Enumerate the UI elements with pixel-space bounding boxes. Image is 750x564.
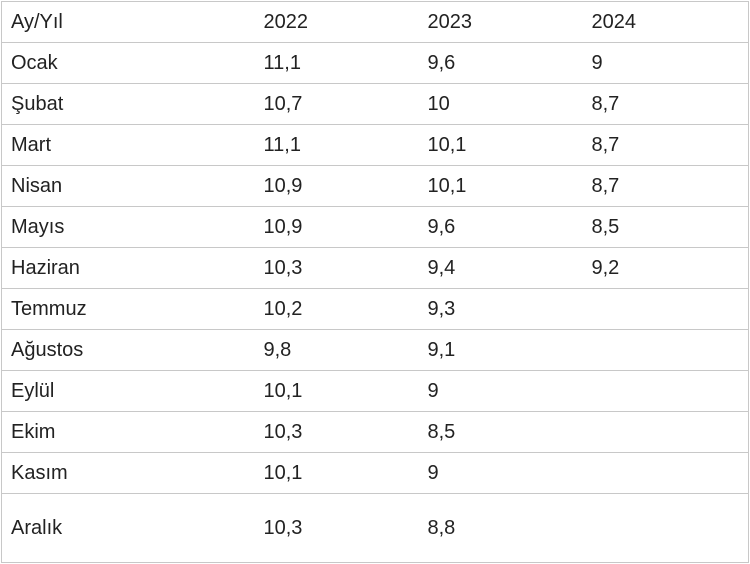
table-row: Ağustos 9,8 9,1 (1, 329, 749, 371)
value-2022-cell: 10,9 (254, 165, 419, 207)
value-2022-cell: 10,3 (254, 247, 419, 289)
month-cell: Aralık (1, 493, 255, 563)
value-2022-cell: 10,1 (254, 370, 419, 412)
month-cell: Haziran (1, 247, 255, 289)
table-row: Mayıs 10,9 9,6 8,5 (1, 206, 749, 248)
header-row: Ay/Yıl 2022 2023 2024 (1, 1, 749, 43)
month-cell: Ocak (1, 42, 255, 84)
month-cell: Ekim (1, 411, 255, 453)
table-row: Şubat 10,7 10 8,7 (1, 83, 749, 125)
value-2024-cell (582, 452, 749, 494)
value-2022-cell: 10,9 (254, 206, 419, 248)
header-2022: 2022 (254, 1, 419, 43)
value-2022-cell: 10,2 (254, 288, 419, 330)
month-cell: Eylül (1, 370, 255, 412)
month-cell: Mayıs (1, 206, 255, 248)
table-row: Nisan 10,9 10,1 8,7 (1, 165, 749, 207)
value-2024-cell: 8,7 (582, 124, 749, 166)
value-2024-cell (582, 370, 749, 412)
value-2022-cell: 10,3 (254, 411, 419, 453)
value-2024-cell: 9,2 (582, 247, 749, 289)
value-2023-cell: 9 (418, 452, 583, 494)
month-cell: Kasım (1, 452, 255, 494)
value-2023-cell: 9,6 (418, 42, 583, 84)
value-2023-cell: 9,1 (418, 329, 583, 371)
value-2023-cell: 9,3 (418, 288, 583, 330)
value-2024-cell (582, 329, 749, 371)
table-row: Mart 11,1 10,1 8,7 (1, 124, 749, 166)
table-row: Temmuz 10,2 9,3 (1, 288, 749, 330)
value-2022-cell: 11,1 (254, 42, 419, 84)
value-2023-cell: 10 (418, 83, 583, 125)
month-cell: Nisan (1, 165, 255, 207)
table-row: Ocak 11,1 9,6 9 (1, 42, 749, 84)
table-row: Ekim 10,3 8,5 (1, 411, 749, 453)
value-2024-cell: 8,5 (582, 206, 749, 248)
table-row: Eylül 10,1 9 (1, 370, 749, 412)
value-2022-cell: 10,1 (254, 452, 419, 494)
table-body: Ocak 11,1 9,6 9 Şubat 10,7 10 8,7 Mart 1… (1, 42, 749, 563)
value-2023-cell: 9,6 (418, 206, 583, 248)
header-2023: 2023 (418, 1, 583, 43)
value-2023-cell: 8,8 (418, 493, 583, 563)
month-cell: Temmuz (1, 288, 255, 330)
value-2023-cell: 9 (418, 370, 583, 412)
value-2022-cell: 9,8 (254, 329, 419, 371)
header-month-year: Ay/Yıl (1, 1, 255, 43)
value-2022-cell: 10,7 (254, 83, 419, 125)
month-cell: Mart (1, 124, 255, 166)
table-row: Aralık 10,3 8,8 (1, 493, 749, 563)
value-2022-cell: 10,3 (254, 493, 419, 563)
value-2023-cell: 9,4 (418, 247, 583, 289)
table-row: Kasım 10,1 9 (1, 452, 749, 494)
table-row: Haziran 10,3 9,4 9,2 (1, 247, 749, 289)
value-2022-cell: 11,1 (254, 124, 419, 166)
value-2023-cell: 10,1 (418, 124, 583, 166)
value-2024-cell (582, 411, 749, 453)
month-cell: Şubat (1, 83, 255, 125)
value-2024-cell: 8,7 (582, 83, 749, 125)
header-2024: 2024 (582, 1, 749, 43)
value-2024-cell (582, 493, 749, 563)
value-2024-cell (582, 288, 749, 330)
table-header: Ay/Yıl 2022 2023 2024 (1, 1, 749, 43)
value-2024-cell: 8,7 (582, 165, 749, 207)
value-2024-cell: 9 (582, 42, 749, 84)
month-cell: Ağustos (1, 329, 255, 371)
value-2023-cell: 10,1 (418, 165, 583, 207)
value-2023-cell: 8,5 (418, 411, 583, 453)
